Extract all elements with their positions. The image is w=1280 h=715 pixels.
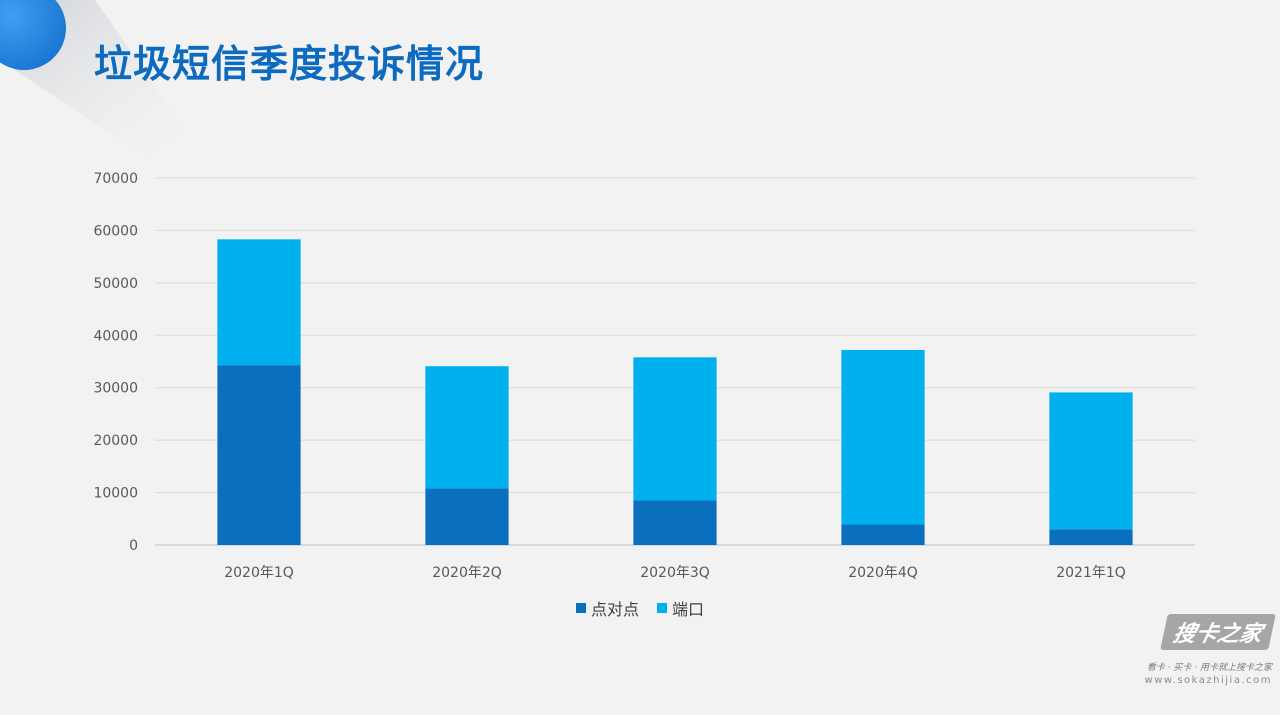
watermark-url: www.sokazhijia.com: [1144, 675, 1272, 686]
x-tick-label: 2020年1Q: [224, 565, 294, 581]
x-tick-label: 2020年4Q: [848, 565, 918, 581]
legend-swatch-point-to-point: [575, 603, 586, 613]
corner-circle: [0, 0, 66, 70]
bar-segment: [425, 366, 509, 489]
chart-legend: 点对点 端口: [0, 596, 1280, 620]
bar-segment: [425, 488, 509, 545]
legend-swatch-port: [657, 603, 667, 613]
y-tick-label: 30000: [93, 381, 138, 397]
bar-segment: [633, 500, 717, 545]
y-tick-label: 70000: [93, 171, 138, 187]
bar-segment: [1049, 392, 1133, 530]
bar-segment: [1049, 529, 1133, 545]
x-tick-label: 2020年3Q: [640, 565, 710, 581]
legend-item-point-to-point: 点对点: [575, 596, 639, 620]
y-tick-label: 60000: [93, 223, 138, 239]
watermark: 搜卡之家 看卡 · 买卡 · 用卡就上搜卡之家 www.sokazhijia.c…: [1122, 606, 1276, 686]
legend-item-port: 端口: [657, 596, 704, 620]
bar-segment: [217, 365, 301, 545]
legend-label-point-to-point: 点对点: [590, 600, 639, 619]
bar-segment: [841, 349, 925, 525]
x-tick-label: 2020年2Q: [432, 565, 502, 581]
corner-decoration: [0, 0, 200, 160]
x-tick-label: 2021年1Q: [1056, 565, 1126, 581]
page-title: 垃圾短信季度投诉情况: [94, 42, 485, 86]
y-tick-label: 50000: [93, 276, 138, 292]
y-tick-label: 10000: [93, 486, 138, 502]
bar-segment: [841, 524, 925, 545]
bar-segment: [217, 239, 301, 366]
y-tick-label: 20000: [93, 433, 138, 449]
watermark-tagline: 看卡 · 买卡 · 用卡就上搜卡之家: [1146, 663, 1272, 673]
bar-segment: [633, 357, 717, 501]
y-tick-label: 40000: [93, 328, 138, 344]
watermark-logo: 搜卡之家: [1160, 614, 1276, 650]
legend-label-port: 端口: [672, 600, 705, 619]
y-tick-label: 0: [129, 538, 138, 554]
